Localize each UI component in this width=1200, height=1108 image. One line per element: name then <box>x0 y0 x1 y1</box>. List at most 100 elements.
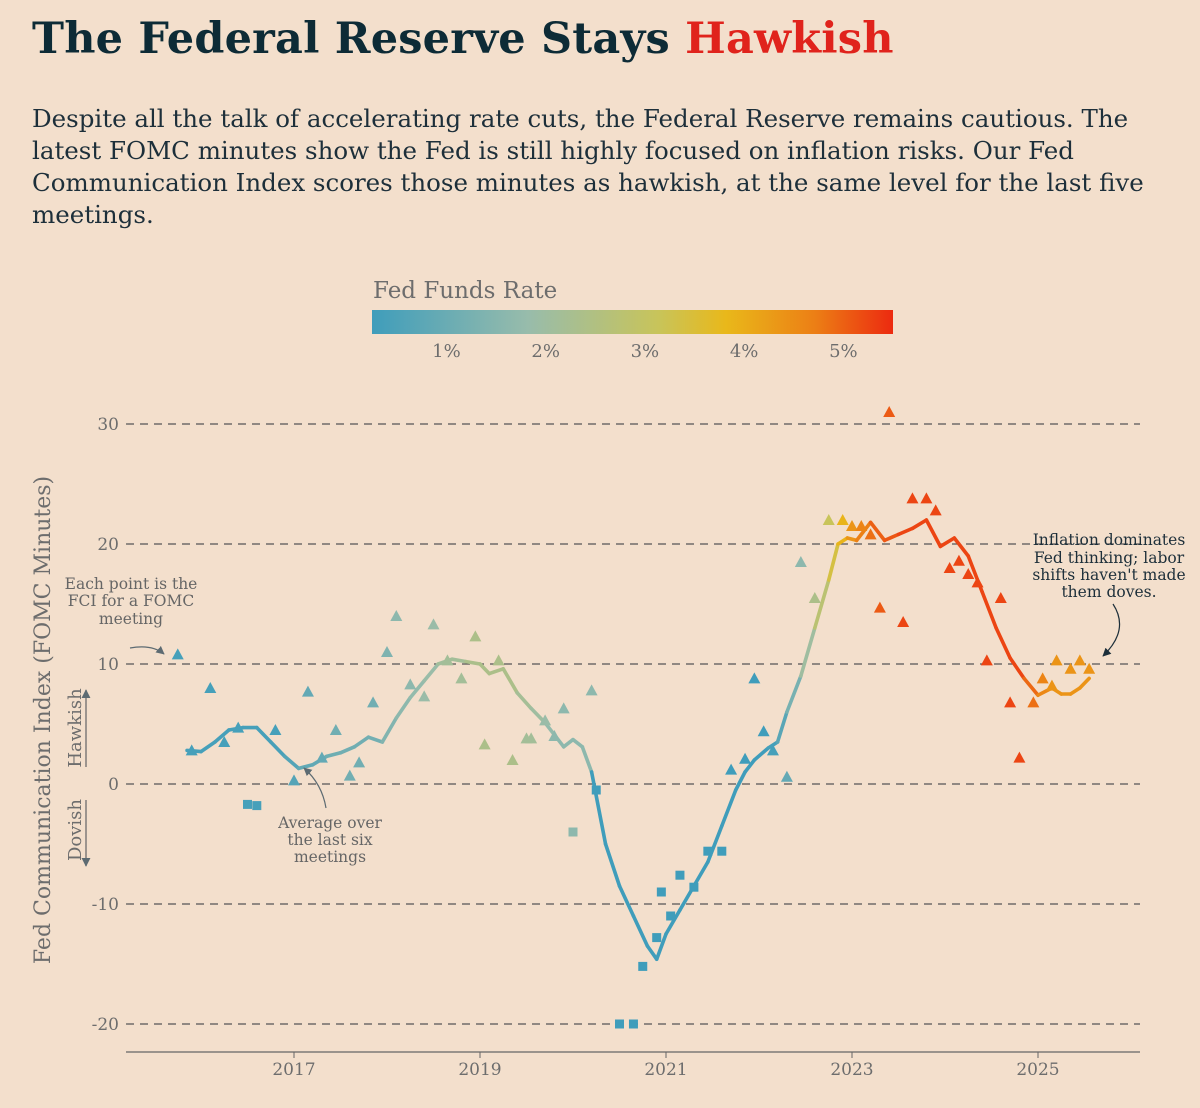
meeting-point <box>920 492 933 504</box>
average-line-segment <box>450 657 468 664</box>
meeting-point <box>585 684 598 696</box>
annotation-average-line-2: the last six <box>287 831 373 849</box>
annotation-points-arrow <box>129 645 165 655</box>
meeting-point <box>288 774 300 786</box>
annotation-inflation-line-4: them doves. <box>1061 583 1156 601</box>
annotation-points-line-3: meeting <box>99 610 163 628</box>
meeting-point <box>204 682 217 693</box>
meeting-point <box>367 696 380 708</box>
x-tick-label: 2023 <box>830 1060 873 1080</box>
average-line-segment <box>589 770 608 846</box>
legend-tick-label: 5% <box>829 341 858 362</box>
x-tick-label: 2017 <box>272 1060 315 1080</box>
meeting-point <box>492 654 505 666</box>
meeting-point <box>1036 672 1049 684</box>
x-axis-ticks: 2017 2019 2021 2023 2025 <box>272 1052 1060 1080</box>
meeting-point <box>943 562 956 573</box>
average-line-segment <box>571 737 585 749</box>
meeting-point <box>252 801 262 811</box>
average-line-segment <box>422 662 440 683</box>
hawkish-label: Hawkish <box>65 688 86 768</box>
average-line-segment <box>812 578 831 630</box>
meeting-point <box>404 678 417 690</box>
meeting-point <box>381 646 393 657</box>
chart-title: The Federal Reserve Stays Hawkish <box>32 14 894 64</box>
meeting-point <box>506 754 519 765</box>
meeting-point <box>353 756 366 768</box>
average-line-segment <box>515 690 533 711</box>
average-line-segment <box>352 735 371 749</box>
chart-subtitle: Despite all the talk of accelerating rat… <box>32 104 1144 229</box>
meeting-point <box>794 556 807 567</box>
average-line-segment <box>324 750 343 759</box>
dovish-label: Dovish <box>65 799 86 861</box>
average-line-segment <box>775 710 789 744</box>
annotation-average-line-3: meetings <box>294 848 366 866</box>
average-line-segment <box>1078 676 1091 690</box>
meeting-point <box>1064 662 1077 674</box>
meeting-point <box>725 763 738 775</box>
average-line-segment <box>268 740 287 759</box>
average-line-segment <box>785 674 803 714</box>
meeting-point <box>980 654 993 666</box>
meeting-point <box>962 568 975 579</box>
average-line-segment <box>719 788 738 828</box>
average-line-segment <box>487 666 506 676</box>
meeting-point <box>717 846 727 856</box>
meeting-point <box>780 770 793 782</box>
annotation-inflation-line-3: shifts haven't made <box>1032 566 1185 584</box>
average-line-segment <box>199 740 217 754</box>
average-line-segment <box>561 737 575 749</box>
meeting-point <box>748 672 761 684</box>
average-line-segment <box>296 762 315 771</box>
meeting-point <box>615 1019 624 1029</box>
meeting-point <box>301 685 314 697</box>
average-line-segment <box>924 518 943 549</box>
meeting-point <box>171 648 184 660</box>
average-line-segment <box>645 944 659 962</box>
annotation-inflation-line-1: Inflation dominates <box>1033 531 1186 549</box>
meeting-point <box>568 827 578 837</box>
average-line-segment <box>994 626 1012 660</box>
legend-title: Fed Funds Rate <box>373 278 557 304</box>
average-line-segment <box>692 860 710 888</box>
average-line-segment <box>743 758 757 774</box>
average-line-segment <box>408 678 427 700</box>
legend-tick-label: 2% <box>531 341 560 362</box>
average-line-segment <box>938 536 957 549</box>
average-line-segment <box>501 666 520 695</box>
meeting-point <box>591 785 601 795</box>
meeting-point <box>315 751 328 763</box>
average-line-segment <box>752 746 771 762</box>
average-line-segment <box>338 744 357 755</box>
y-tick-label: 0 <box>108 775 119 795</box>
meeting-point <box>329 724 342 735</box>
meeting-point <box>343 769 356 781</box>
meeting-point <box>1050 654 1063 666</box>
average-line-segment <box>1008 656 1026 681</box>
average-line-segment <box>896 526 915 537</box>
x-tick-label: 2021 <box>644 1060 687 1080</box>
annotation-inflation-line-2: Fed thinking; labor <box>1034 549 1185 567</box>
meeting-point <box>548 730 561 741</box>
average-line-segment <box>654 932 668 962</box>
average-line-segment <box>464 659 482 666</box>
meeting-point <box>427 618 440 630</box>
annotation-inflation: Inflation dominates Fed thinking; labor … <box>1032 531 1185 601</box>
meeting-point <box>418 690 431 702</box>
meeting-point <box>897 616 910 627</box>
y-tick-label: 30 <box>97 415 119 435</box>
meeting-point <box>855 520 868 531</box>
annotation-inflation-arrow <box>1102 603 1121 657</box>
average-line-segment <box>394 695 413 720</box>
meeting-point <box>766 744 779 756</box>
annotation-average-arrow <box>303 767 327 809</box>
meeting-point <box>218 736 231 747</box>
meeting-point <box>994 592 1007 603</box>
annotation-points-line-2: FCI for a FOMC <box>68 592 194 610</box>
average-line-segment <box>380 716 399 744</box>
x-tick-label: 2019 <box>458 1060 501 1080</box>
y-tick-label: -10 <box>92 895 119 915</box>
meeting-point <box>1045 679 1058 691</box>
meeting-point <box>478 738 491 750</box>
